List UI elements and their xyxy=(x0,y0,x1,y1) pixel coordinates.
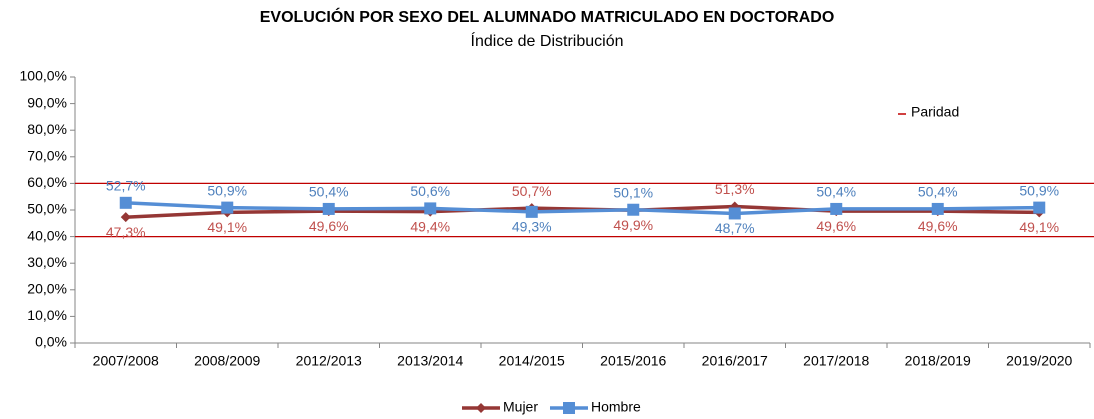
x-tick-label: 2013/2014 xyxy=(397,353,463,369)
marker xyxy=(931,202,944,215)
marker xyxy=(221,201,234,214)
chart-title: EVOLUCIÓN POR SEXO DEL ALUMNADO MATRICUL… xyxy=(260,7,835,26)
legend-label: Mujer xyxy=(503,399,538,415)
value-label: 50,4% xyxy=(309,184,349,200)
value-label: 50,9% xyxy=(207,182,247,198)
value-label: 49,9% xyxy=(613,217,653,233)
x-tick-label: 2007/2008 xyxy=(93,353,159,369)
marker xyxy=(728,207,741,220)
y-tick-label: 0,0% xyxy=(35,334,67,350)
marker xyxy=(627,203,640,216)
marker xyxy=(424,202,437,215)
value-label: 48,7% xyxy=(715,220,755,236)
x-tick-label: 2012/2013 xyxy=(296,353,362,369)
y-tick-label: 80,0% xyxy=(27,121,67,137)
marker xyxy=(563,402,575,414)
value-label: 50,4% xyxy=(918,184,958,200)
value-label: 47,3% xyxy=(106,224,146,240)
value-label: 49,1% xyxy=(1019,219,1059,235)
y-tick-label: 90,0% xyxy=(27,94,67,110)
value-label: 49,6% xyxy=(918,218,958,234)
y-tick-label: 70,0% xyxy=(27,148,67,164)
x-tick-label: 2019/2020 xyxy=(1006,353,1072,369)
value-label: 49,6% xyxy=(816,218,856,234)
marker xyxy=(1033,201,1046,214)
y-tick-label: 60,0% xyxy=(27,174,67,190)
y-tick-label: 10,0% xyxy=(27,307,67,323)
parity-legend-label: Paridad xyxy=(911,104,959,120)
value-label: 51,3% xyxy=(715,181,755,197)
series-line xyxy=(125,201,1040,216)
x-tick-label: 2018/2019 xyxy=(905,353,971,369)
x-tick-label: 2016/2017 xyxy=(702,353,768,369)
legend-label: Hombre xyxy=(591,399,641,415)
x-tick-label: 2008/2009 xyxy=(194,353,260,369)
y-tick-label: 100,0% xyxy=(20,68,67,84)
x-tick-label: 2017/2018 xyxy=(803,353,869,369)
value-label: 50,7% xyxy=(512,183,552,199)
value-label: 49,3% xyxy=(512,219,552,235)
y-tick-label: 40,0% xyxy=(27,227,67,243)
marker xyxy=(476,403,486,413)
x-tick-label: 2015/2016 xyxy=(600,353,666,369)
value-label: 50,1% xyxy=(613,184,653,200)
value-label: 49,4% xyxy=(410,218,450,234)
marker xyxy=(119,196,132,209)
marker xyxy=(830,202,843,215)
x-tick-label: 2014/2015 xyxy=(499,353,565,369)
value-label: 50,9% xyxy=(1019,182,1059,198)
value-label: 49,1% xyxy=(207,219,247,235)
value-label: 50,4% xyxy=(816,184,856,200)
y-tick-label: 30,0% xyxy=(27,254,67,270)
y-tick-label: 20,0% xyxy=(27,281,67,297)
chart-subtitle: Índice de Distribución xyxy=(471,31,624,50)
value-label: 49,6% xyxy=(309,218,349,234)
value-label: 50,6% xyxy=(410,183,450,199)
marker xyxy=(525,205,538,218)
marker xyxy=(322,202,335,215)
marker xyxy=(120,212,131,223)
y-tick-label: 50,0% xyxy=(27,201,67,217)
value-label: 52,7% xyxy=(106,178,146,194)
